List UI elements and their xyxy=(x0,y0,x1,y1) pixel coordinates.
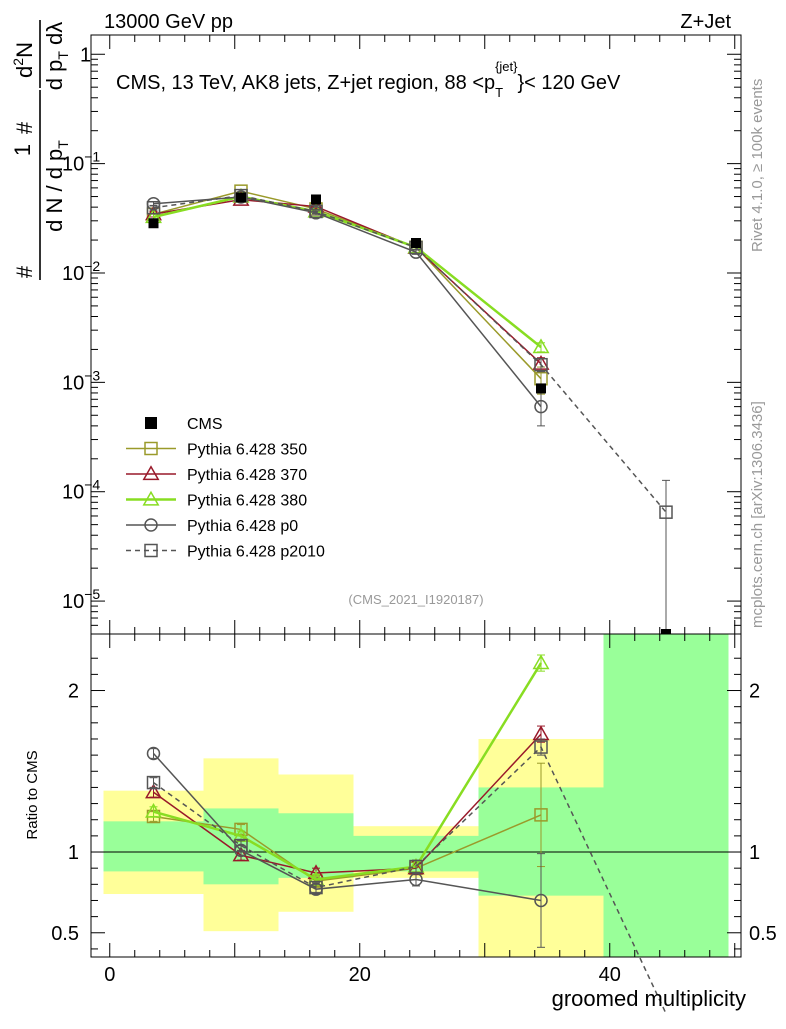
rivet-note: Rivet 4.1.0, ≥ 100k events xyxy=(749,79,766,252)
data-point xyxy=(534,399,548,414)
ratio-ytick-label-right: 2 xyxy=(749,681,760,703)
data-point xyxy=(236,192,246,203)
ratio-ytick-label-left: 0.5 xyxy=(51,923,79,945)
ratio-data-point xyxy=(145,783,162,799)
main-ylabel: # 1 d N / d pT # d2N d pT dλ xyxy=(10,20,71,280)
ratio-xtick-label: 0 xyxy=(104,964,115,986)
main-ytick-label: 10−1 xyxy=(62,149,100,176)
main-ytick-label-exp: −4 xyxy=(84,477,100,493)
ylabel-den: d N / d pT xyxy=(42,140,71,232)
main-ytick-label-base: 10 xyxy=(62,482,84,504)
ratio-data-point xyxy=(146,775,161,790)
data-point xyxy=(146,200,161,215)
main-ytick-label: 10−5 xyxy=(62,586,100,613)
legend-marker xyxy=(142,465,160,481)
ratio-axes: 0 20 40 2 2 1 1 0.5 0.5 xyxy=(51,633,777,986)
mcplots-note: mcplots.cern.ch [arXiv:1306.3436] xyxy=(749,401,766,628)
legend-marker xyxy=(142,490,160,506)
main-ytick-label: 10−4 xyxy=(62,477,100,504)
data-point xyxy=(534,357,548,372)
main-ytick-label-exp: −3 xyxy=(84,367,100,383)
ratio-xtick-label: 20 xyxy=(349,964,371,986)
main-ytick-label: 10−3 xyxy=(62,367,100,394)
data-point xyxy=(311,194,321,205)
legend-item: Pythia 6.428 p2010 xyxy=(126,544,325,561)
main-panel xyxy=(91,35,741,634)
legend-label: Pythia 6.428 350 xyxy=(187,442,307,459)
series-line xyxy=(153,194,667,513)
band-green-0 xyxy=(103,821,204,872)
legend-marker xyxy=(145,417,157,429)
legend-marker xyxy=(144,441,158,456)
legend: CMS Pythia 6.428 350 Pythia 6.428 370 Pythi… xyxy=(126,416,325,561)
ratio-data-point xyxy=(309,880,323,895)
ratio-data-point xyxy=(146,746,161,761)
legend-label: CMS xyxy=(187,416,223,433)
header-left: 13000 GeV pp xyxy=(104,11,233,33)
data-point xyxy=(309,204,323,219)
ratio-ytick-label-right: 0.5 xyxy=(749,923,777,945)
legend-item: CMS xyxy=(145,416,223,433)
legend-item: Pythia 6.428 p0 xyxy=(126,518,298,535)
main-ytick-label-exp: −2 xyxy=(84,258,100,274)
legend-label: Pythia 6.428 370 xyxy=(187,467,307,484)
legend-item: Pythia 6.428 370 xyxy=(126,465,307,484)
main-axes: 110−110−210−310−410−5 xyxy=(62,34,742,635)
ratio-ytick-label-left: 1 xyxy=(68,842,79,864)
ratio-data-point xyxy=(532,654,550,670)
plot-title-end: }< 120 GeV xyxy=(518,72,622,94)
plot-title-main: CMS, 13 TeV, AK8 jets, Z+jet region, 88 … xyxy=(116,72,495,94)
plot-title-sub: T xyxy=(495,85,503,100)
plot-title: CMS, 13 TeV, AK8 jets, Z+jet region, 88 … xyxy=(116,59,621,100)
main-ytick-label: 1 xyxy=(80,44,91,66)
ratio-data-point xyxy=(145,802,162,818)
x-axis-label: groomed multiplicity xyxy=(552,986,746,1011)
main-ytick-label-base: 10 xyxy=(62,154,84,176)
main-series-group xyxy=(145,184,673,639)
ratio-ytick-label-left: 2 xyxy=(68,681,79,703)
data-point xyxy=(659,505,673,519)
main-ytick-label-base: 10 xyxy=(62,591,84,613)
ratio-data-point xyxy=(534,808,548,822)
plot-title-sup: {jet} xyxy=(495,59,518,74)
ratio-data-point xyxy=(534,740,548,754)
ylabel-one: 1 xyxy=(10,144,35,156)
ylabel-hash-2: # xyxy=(12,121,37,134)
ylabel-num-bot: d pT dλ xyxy=(42,22,71,91)
ratio-frame xyxy=(90,633,742,958)
data-point xyxy=(532,338,550,354)
legend-label: Pythia 6.428 p0 xyxy=(187,518,298,535)
legend-marker xyxy=(144,518,158,532)
legend-item: Pythia 6.428 350 xyxy=(126,442,307,459)
ratio-ytick-label-right: 1 xyxy=(749,842,760,864)
main-ytick-label-base: 10 xyxy=(62,263,84,285)
band-green-5 xyxy=(603,634,729,957)
main-ytick-label-base: 1 xyxy=(80,44,91,66)
data-point xyxy=(536,383,546,394)
legend-item: Pythia 6.428 380 xyxy=(126,490,307,510)
data-point xyxy=(411,238,421,249)
legend-label: Pythia 6.428 p2010 xyxy=(187,544,325,561)
ratio-series-pythia-6-428-p2010 xyxy=(146,738,667,1014)
ylabel-hash: # xyxy=(12,265,37,278)
main-ytick-label-exp: −5 xyxy=(84,586,100,602)
header-right: Z+Jet xyxy=(680,11,731,33)
ratio-series-group xyxy=(145,654,667,1014)
ratio-series-line xyxy=(153,745,667,1014)
legend-marker xyxy=(144,543,158,558)
main-ytick-label: 10−2 xyxy=(62,258,100,285)
legend-label: Pythia 6.428 380 xyxy=(187,493,307,510)
ratio-ylabel: Ratio to CMS xyxy=(24,750,41,839)
ratio-bands xyxy=(103,634,729,957)
main-ytick-label-base: 10 xyxy=(62,372,84,394)
ratio-data-point xyxy=(409,859,423,874)
ratio-data-point xyxy=(234,838,248,853)
data-point xyxy=(148,218,159,229)
ratio-data-point xyxy=(534,893,548,908)
ratio-xtick-label: 40 xyxy=(599,964,621,986)
main-ytick-label-exp: −1 xyxy=(84,149,100,165)
analysis-watermark: (CMS_2021_I1920187) xyxy=(348,592,483,607)
ylabel-num-top: d2N xyxy=(10,42,37,78)
